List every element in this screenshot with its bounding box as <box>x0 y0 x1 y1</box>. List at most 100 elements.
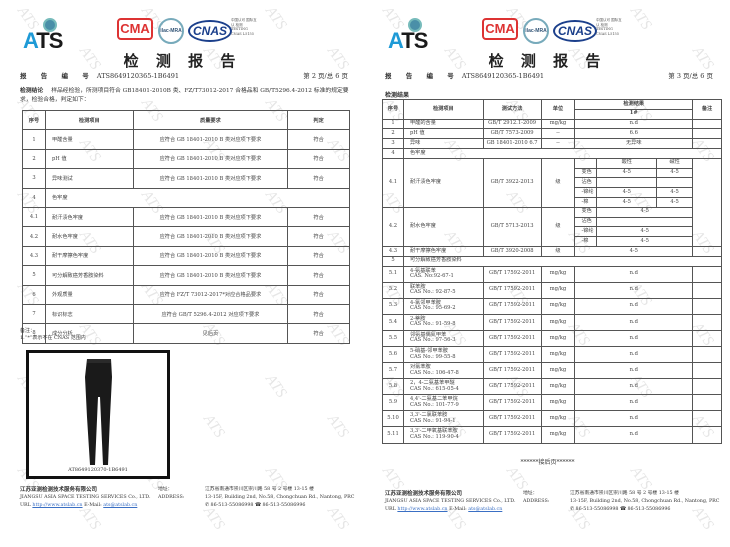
cas-number: CAS No.: 95-69-2 <box>409 305 456 312</box>
page-number: 第 2 页/总 6 页 <box>303 72 348 80</box>
sub-label: -棉 <box>574 236 598 247</box>
note-line: 1.“*”表示不在 CNAS 范围内 <box>20 335 86 341</box>
report-page-2: ATS ATS ATS ATS ATS ATS ATS ATS ATS ATS ATS ATS ATS A… <box>5 0 360 547</box>
address-cn: 江苏省南通市崇川区崇川路 58 号 2 号楼 13-15 楼 <box>205 487 314 492</box>
row-verdict: 符合 <box>287 168 350 189</box>
row-unit: mg/kg <box>540 394 576 412</box>
row-remark <box>692 426 722 444</box>
row-requirement: 应符合 GB 18401-2010 B 类对应项下要求 <box>132 129 289 150</box>
row-unit: 级 <box>540 206 576 247</box>
results-section-title: 检测结果 <box>385 92 410 99</box>
address-cn: 江苏省南通市崇川区崇川路 58 号 2 号楼 13-15 楼 <box>570 491 679 496</box>
row-item: 耐汗渍色牢度 <box>44 206 134 228</box>
report-number: 报 告 编 号 ATS8649120365-1B6491 <box>20 70 179 80</box>
email-label: E-Mail: <box>84 503 102 508</box>
end-marker: ******接后页****** <box>520 459 575 466</box>
row-unit: mg/kg <box>540 329 576 348</box>
row-verdict: 符合 <box>287 129 350 150</box>
report-number-label: 报 告 编 号 <box>385 72 460 80</box>
ats-logo-a: A <box>388 28 402 53</box>
footer-left: 江苏亚测检测技术服务有限公司 JIANGSU ASIA SPACE TESTING… <box>385 490 720 514</box>
footer-left: 江苏亚测检测技术服务有限公司 JIANGSU ASIA SPACE TESTING… <box>20 486 355 510</box>
table-row: 3 异味测试 应符合 GB 18401-2010 B 类对应项下要求 符合 <box>22 168 350 189</box>
conclusion-label: 检测结论 <box>20 88 44 94</box>
row-result: n.d <box>574 118 694 130</box>
cas-number: CAS. No:92-67-1 <box>409 273 454 280</box>
sub-value: 4-5 <box>596 226 694 238</box>
table-row: 8 成分分析 见后页 符合 <box>22 323 350 344</box>
ats-logo: ATS <box>388 18 448 54</box>
row-item: 耐干摩擦色牢度 <box>44 245 134 267</box>
row-verdict: 符合 <box>287 265 350 286</box>
row-unit: 级 <box>540 245 576 257</box>
substance-name: 4-氯邻甲苯胺 <box>409 299 441 306</box>
notes: 备注： 1.“*”表示不在 CNAS 范围内 <box>20 328 86 342</box>
row-number: 5 <box>382 255 404 267</box>
row-number: 4 <box>22 187 46 208</box>
table-row: 4 色牢度 <box>22 187 351 208</box>
url-link[interactable]: http://www.atslab.cn <box>397 507 448 512</box>
table-row: 4.1 耐汗渍色牢度 应符合 GB 18401-2010 B 类对应项下要求 符合 <box>22 206 350 228</box>
row-verdict: 符合 <box>287 206 350 228</box>
sub-alkali: 4-5 <box>656 196 694 208</box>
row-item: 5-硝基-邻甲苯胺 CAS No.: 99-55-8 <box>402 346 484 364</box>
row-number: 5 <box>22 265 46 286</box>
row-method: GB/T 17592-2011 <box>482 362 542 380</box>
phone-icon: ✆ <box>570 507 576 512</box>
row-requirement: 应符合 GB 18401-2010 B 类对应项下要求 <box>132 245 289 267</box>
row-requirement: 应符合 GB/T 5296.4-2012 对应项下要求 <box>132 303 289 325</box>
row-result: n.d <box>574 329 694 348</box>
row-unit: mg/kg <box>540 426 576 444</box>
row-unit: mg/kg <box>540 118 576 130</box>
phone-icon: ✆ <box>205 503 211 508</box>
row-number: 5.1 <box>382 265 404 283</box>
report-number-value: ATS8649120365-1B6491 <box>96 72 180 80</box>
email-link[interactable]: ats@atslab.cn <box>103 503 138 508</box>
table-row: 4 色牢度 <box>382 147 723 159</box>
note-line: 备注： <box>20 328 36 334</box>
sub-alkali: 4-5 <box>656 167 694 179</box>
contact-line: ✆ 86-513-55086998 ☎ 86-513-55086996 <box>570 506 719 514</box>
substance-name: 3,3'-二甲氧基联苯胺 <box>409 428 458 435</box>
row-item: 2-萘胺 CAS No.: 91-59-8 <box>402 313 484 331</box>
row-method: GB/T 7573-2009 <box>482 128 542 140</box>
photo-caption: AT8649120370-1B6491 <box>68 467 128 473</box>
row-unit: mg/kg <box>540 362 576 380</box>
sub-alkali <box>656 177 694 189</box>
column-header-result: 检测结果 <box>574 99 694 110</box>
substance-name: 4-氨基联苯 <box>409 267 436 274</box>
row-number: 5.3 <box>382 297 404 315</box>
row-number: 6 <box>22 284 46 305</box>
ats-logo-text: ATS <box>23 28 63 53</box>
row-item: 异味测试 <box>44 168 134 189</box>
row-number: 4.2 <box>22 226 46 247</box>
report-page-3: ATS ATS ATS ATS ATS ATS ATS ATS ATS ATS ATS ATS ATS A… <box>370 0 725 547</box>
row-result: n.d <box>574 297 694 315</box>
phone-number: 86-513-55086998 <box>575 507 619 512</box>
row-number: 1 <box>22 129 46 150</box>
row-item: pH 值 <box>44 148 134 170</box>
table-row: 6 外观质量 应符合 FZ/T 73012-2017*对应合格品要求 符合 <box>22 284 350 305</box>
substance-name: 联苯胺 <box>409 283 426 290</box>
sub-label: 沾色 <box>574 177 598 189</box>
row-result: n.d <box>574 346 694 364</box>
fax-icon: ☎ <box>620 507 628 512</box>
email-link[interactable]: ats@atslab.cn <box>468 507 503 512</box>
column-header: 判定 <box>287 109 350 131</box>
sub-label: 变色 <box>574 167 598 179</box>
column-header: 序号 <box>22 109 46 131</box>
row-number: 5.10 <box>382 410 404 428</box>
table-row: 5.2 联苯胺 CAS No.: 92-87-5 GB/T 17592-2011 mg/… <box>382 281 722 299</box>
row-number: 3 <box>22 168 46 189</box>
report-number: 报 告 编 号 ATS8649120365-1B6491 <box>385 70 544 80</box>
sub-acid: 4-5 <box>596 196 658 208</box>
row-remark <box>692 118 722 130</box>
row-method: GB/T 17592-2011 <box>482 329 542 348</box>
column-header-remark: 备注 <box>692 99 722 120</box>
table-row: 5 可分解致癌芳香胺染料 应符合 GB 18401-2010 B 类对应项下要求 符合 <box>22 265 350 286</box>
column-header-method: 测试方法 <box>482 99 542 120</box>
row-method: GB/T 2912.1-2009 <box>482 118 542 130</box>
row-item: 甲醛含量 <box>44 129 134 150</box>
table-row: 4.2 耐水色牢度 应符合 GB 18401-2010 B 类对应项下要求 符合 <box>22 226 350 247</box>
url-link[interactable]: http://www.atslab.cn <box>32 503 83 508</box>
